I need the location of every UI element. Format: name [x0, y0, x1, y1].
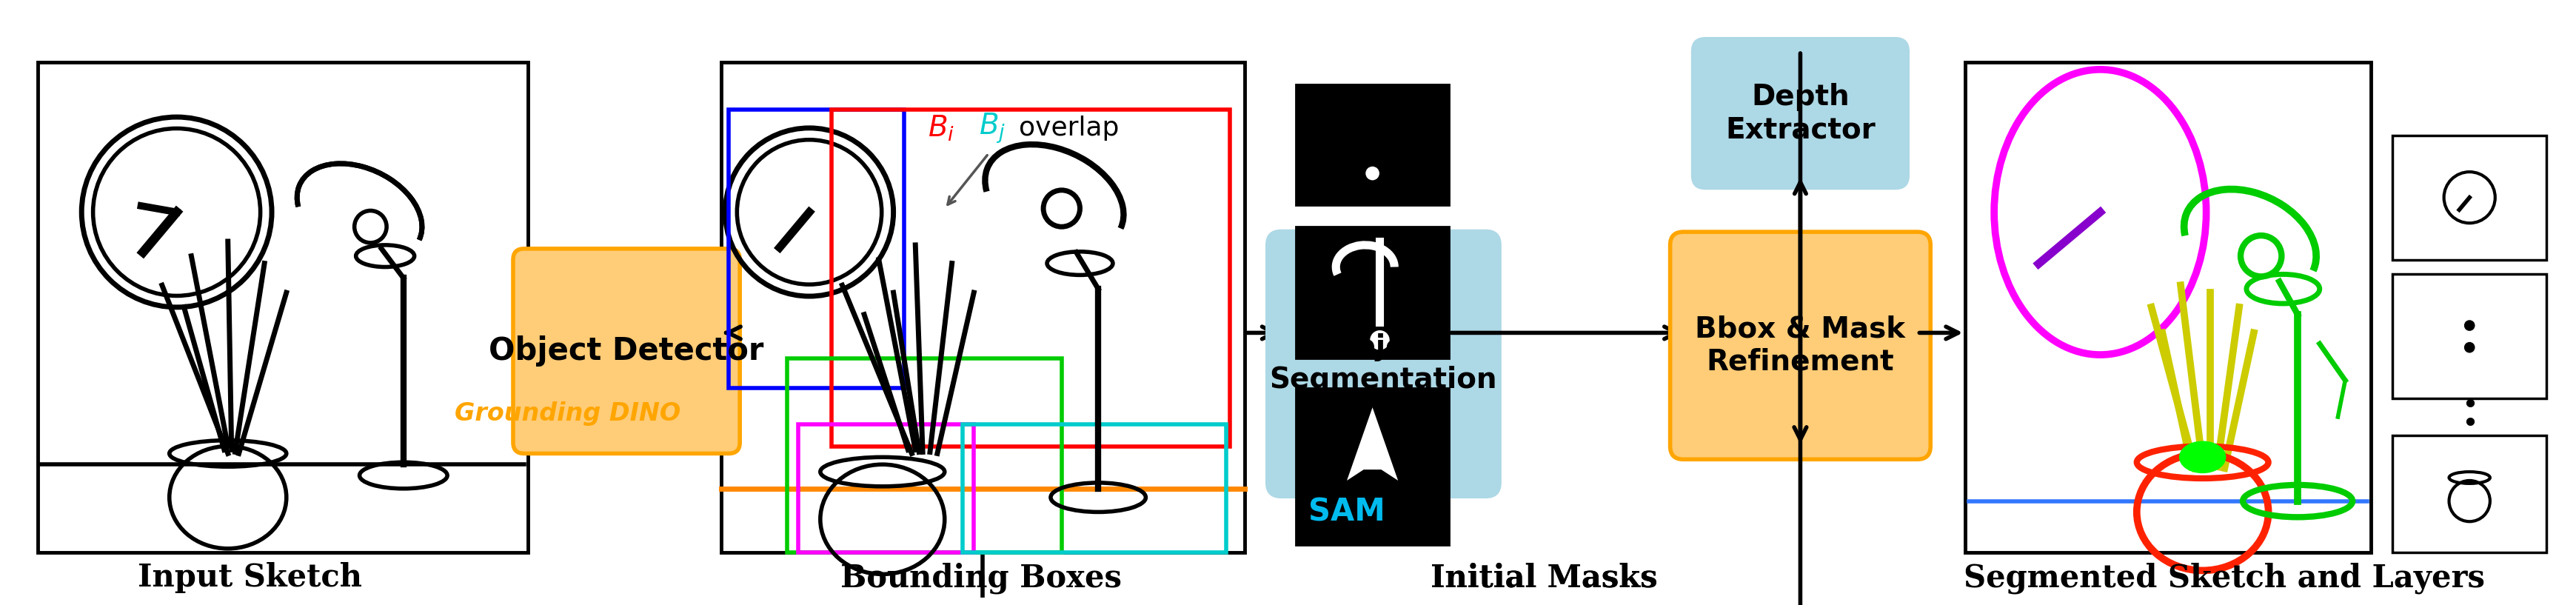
Text: $B_j$: $B_j$ [979, 111, 1005, 145]
Polygon shape [1347, 407, 1399, 480]
Text: •: • [2460, 410, 2478, 438]
FancyBboxPatch shape [1296, 227, 1448, 358]
FancyBboxPatch shape [1265, 231, 1499, 497]
Circle shape [1370, 332, 1388, 349]
Text: SAM: SAM [1309, 497, 1386, 528]
FancyBboxPatch shape [513, 249, 739, 454]
Text: Object
Segmentation: Object Segmentation [1270, 333, 1497, 394]
Ellipse shape [2179, 442, 2223, 472]
Circle shape [2465, 343, 2473, 352]
Circle shape [2465, 321, 2473, 330]
FancyBboxPatch shape [2393, 274, 2545, 399]
FancyBboxPatch shape [2393, 136, 2545, 260]
Text: Depth
Extractor: Depth Extractor [1726, 83, 1875, 144]
Text: ·: · [1365, 361, 1378, 401]
FancyBboxPatch shape [721, 62, 1244, 552]
Text: $B_i$: $B_i$ [927, 114, 953, 143]
Text: Bbox & Mask
Refinement: Bbox & Mask Refinement [1695, 315, 1904, 376]
FancyBboxPatch shape [1296, 84, 1448, 205]
FancyBboxPatch shape [39, 62, 528, 552]
Circle shape [1365, 168, 1378, 179]
Text: overlap: overlap [1018, 116, 1118, 140]
Text: Bounding Boxes: Bounding Boxes [840, 562, 1121, 594]
Text: Input Sketch: Input Sketch [137, 562, 361, 594]
Text: Segmented Sketch and Layers: Segmented Sketch and Layers [1963, 562, 2483, 594]
FancyBboxPatch shape [1296, 388, 1448, 545]
Text: •: • [2460, 392, 2478, 420]
FancyBboxPatch shape [1669, 232, 1929, 459]
Text: Grounding DINO: Grounding DINO [456, 401, 680, 425]
Text: ·: · [1365, 379, 1378, 419]
FancyBboxPatch shape [1692, 38, 1909, 189]
FancyBboxPatch shape [1965, 62, 2370, 552]
FancyBboxPatch shape [2393, 435, 2545, 552]
Text: Initial Masks: Initial Masks [1430, 562, 1656, 594]
Text: Object Detector: Object Detector [489, 336, 762, 367]
Text: Initial Masks: Initial Masks [1430, 562, 1656, 594]
